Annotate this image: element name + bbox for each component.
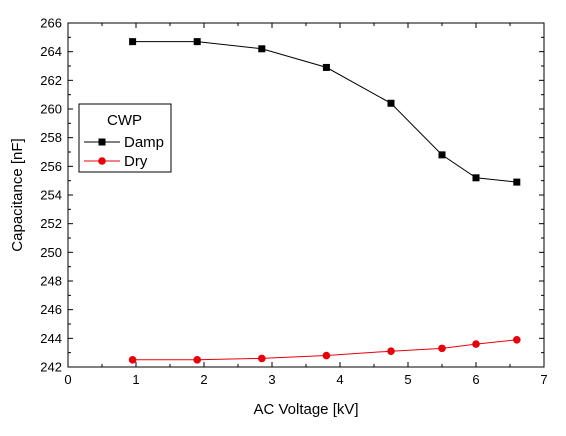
x-tick-label: 0	[64, 372, 71, 387]
y-tick-label: 266	[40, 16, 62, 31]
y-tick-label: 260	[40, 102, 62, 117]
legend-title: CWP	[107, 112, 142, 129]
y-tick-label: 250	[40, 245, 62, 260]
series-line-dry	[132, 339, 517, 361]
legend-marker-dry	[98, 157, 106, 165]
data-point-damp	[438, 151, 446, 159]
data-point-dry	[193, 356, 201, 364]
data-point-damp	[258, 45, 266, 53]
series-layer	[128, 38, 521, 364]
y-tick-label: 252	[40, 216, 62, 231]
y-tick-label: 254	[40, 188, 62, 203]
legend-label-damp: Damp	[124, 134, 164, 151]
x-tick-label: 6	[472, 372, 479, 387]
data-point-damp	[472, 174, 480, 182]
x-tick-label: 1	[132, 372, 139, 387]
data-point-dry	[472, 340, 480, 348]
x-tick-label: 7	[540, 372, 547, 387]
y-axis-label: Capacitance [nF]	[9, 138, 26, 251]
data-point-dry	[513, 335, 521, 344]
data-point-dry	[322, 351, 331, 360]
data-point-dry	[128, 356, 137, 364]
data-point-damp	[322, 63, 330, 71]
data-point-damp	[193, 38, 201, 46]
y-tick-label: 244	[40, 331, 62, 346]
legend: CWP Damp Dry	[78, 103, 172, 173]
y-tick-label: 248	[40, 274, 62, 289]
y-tick-label: 256	[40, 159, 62, 174]
data-point-damp	[387, 99, 395, 107]
data-point-dry	[387, 347, 395, 356]
x-tick-label: 3	[268, 372, 275, 387]
data-point-damp	[129, 38, 137, 46]
x-axis-label: AC Voltage [kV]	[253, 401, 358, 418]
series-line-damp	[132, 41, 517, 183]
legend-marker-damp	[98, 138, 106, 146]
plot-frame	[67, 22, 545, 368]
data-point-damp	[513, 178, 521, 186]
x-tick-label: 4	[336, 372, 343, 387]
y-tick-label: 242	[40, 360, 62, 375]
y-tick-label: 264	[40, 44, 62, 59]
x-axis-ticks: 0 1 2 3 4 5 6 7	[64, 23, 548, 387]
data-point-dry	[258, 354, 266, 363]
x-tick-label: 2	[200, 372, 207, 387]
y-tick-label: 246	[40, 302, 62, 317]
y-axis-ticks: 242 244 246 248 250 252 254 256 258 260 262 264 266	[40, 16, 544, 375]
y-tick-label: 262	[40, 73, 62, 88]
y-tick-label: 258	[40, 130, 62, 145]
series-dry	[128, 335, 521, 364]
legend-label-dry: Dry	[124, 153, 148, 170]
x-tick-label: 5	[404, 372, 411, 387]
data-point-dry	[438, 344, 446, 353]
series-damp	[129, 38, 521, 186]
